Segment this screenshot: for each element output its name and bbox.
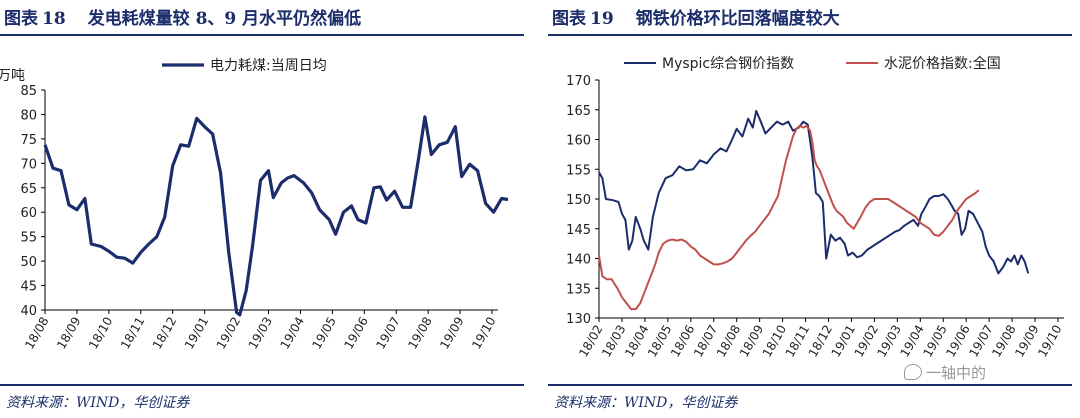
y-tick-label: 130 bbox=[566, 312, 591, 327]
x-tick-label: 19/07 bbox=[373, 315, 402, 352]
y-tick-label: 85 bbox=[20, 84, 37, 99]
legend-label: 水泥价格指数:全国 bbox=[884, 55, 1001, 72]
series-line-1 bbox=[43, 115, 509, 317]
y-tick-label: 145 bbox=[566, 223, 591, 238]
legend-label: Myspic综合钢价指数 bbox=[662, 56, 794, 72]
y-tick-label: 135 bbox=[566, 282, 591, 297]
y-tick-label: 60 bbox=[20, 206, 37, 221]
x-tick-label: 19/10 bbox=[1035, 323, 1064, 360]
x-tick-label: 19/02 bbox=[214, 315, 243, 352]
wechat-icon bbox=[904, 364, 922, 380]
figure-caption: 钢铁价格环比回落幅度较大 bbox=[635, 9, 840, 29]
figure-label: 图表 bbox=[4, 9, 38, 29]
source-note: 资料来源：WIND，华创证券 bbox=[6, 395, 190, 411]
y-tick-label: 45 bbox=[20, 280, 37, 295]
series-line-1 bbox=[598, 109, 1030, 275]
figure-title: 图表 19 钢铁价格环比回落幅度较大 bbox=[552, 4, 1072, 30]
y-tick-label: 70 bbox=[20, 157, 37, 172]
figure-label: 图表 bbox=[552, 9, 586, 29]
y-tick-label: 170 bbox=[566, 74, 591, 89]
coal-consumption-chart: 40 45 50 55 60 65 70 75 80 85 18/08 18/09 18/10 18/11… bbox=[0, 58, 509, 352]
x-tick-label: 18/09 bbox=[54, 315, 83, 352]
figure-title: 图表 18 发电耗煤量较 8、9 月水平仍然偏低 bbox=[4, 4, 524, 30]
y-tick-label: 160 bbox=[566, 134, 591, 149]
title-rule bbox=[0, 34, 524, 36]
watermark-text: 一轴中的 bbox=[926, 364, 987, 382]
y-tick-label: 75 bbox=[20, 133, 37, 148]
x-tick-label: 19/01 bbox=[182, 315, 211, 352]
y-tick-label: 65 bbox=[20, 182, 37, 197]
figure-number: 18 bbox=[42, 9, 66, 29]
y-tick-label: 50 bbox=[20, 255, 37, 270]
y-tick-label: 140 bbox=[566, 253, 591, 268]
x-tick-label: 19/06 bbox=[341, 315, 370, 352]
x-tick-label: 19/05 bbox=[310, 315, 339, 352]
x-tick-label: 18/11 bbox=[118, 315, 147, 352]
x-tick-label: 19/03 bbox=[246, 315, 275, 352]
figure-number: 19 bbox=[590, 9, 614, 29]
legend-label: 电力耗煤:当周日均 bbox=[210, 58, 327, 74]
y-tick-label: 80 bbox=[20, 108, 37, 123]
y-tick-label: 150 bbox=[566, 193, 591, 208]
chart-panel-steel-cement: 图表 19 钢铁价格环比回落幅度较大 130 135 140 145 150 155 160 16… bbox=[548, 0, 1080, 418]
figure-caption: 发电耗煤量较 8、9 月水平仍然偏低 bbox=[87, 9, 362, 29]
y-tick-label: 40 bbox=[20, 304, 37, 319]
x-tick-label: 19/09 bbox=[437, 315, 466, 352]
y-tick-label: 165 bbox=[566, 104, 591, 119]
x-tick-label: 19/04 bbox=[278, 315, 307, 352]
x-tick-label: 19/10 bbox=[469, 315, 498, 352]
x-tick-label: 18/08 bbox=[22, 315, 51, 352]
series-line-2 bbox=[598, 124, 980, 311]
footer-rule bbox=[548, 384, 1072, 386]
source-note: 资料来源：WIND，华创证券 bbox=[554, 395, 738, 411]
y-tick-label: 155 bbox=[566, 163, 591, 178]
watermark: 一轴中的 bbox=[904, 362, 986, 383]
x-tick-label: 19/08 bbox=[405, 315, 434, 352]
steel-cement-price-chart: 13013514014515015516016517018/0218/0318/… bbox=[566, 55, 1064, 360]
y-tick-label: 55 bbox=[20, 231, 37, 246]
footer-rule bbox=[0, 384, 524, 386]
title-rule bbox=[548, 34, 1072, 36]
x-tick-label: 18/12 bbox=[150, 315, 179, 352]
chart-panel-coal: 图表 18 发电耗煤量较 8、9 月水平仍然偏低 40 45 50 55 60 65 70 75 8… bbox=[0, 0, 532, 418]
x-tick-label: 18/10 bbox=[86, 315, 115, 352]
y-axis-unit: 万吨 bbox=[0, 68, 25, 84]
